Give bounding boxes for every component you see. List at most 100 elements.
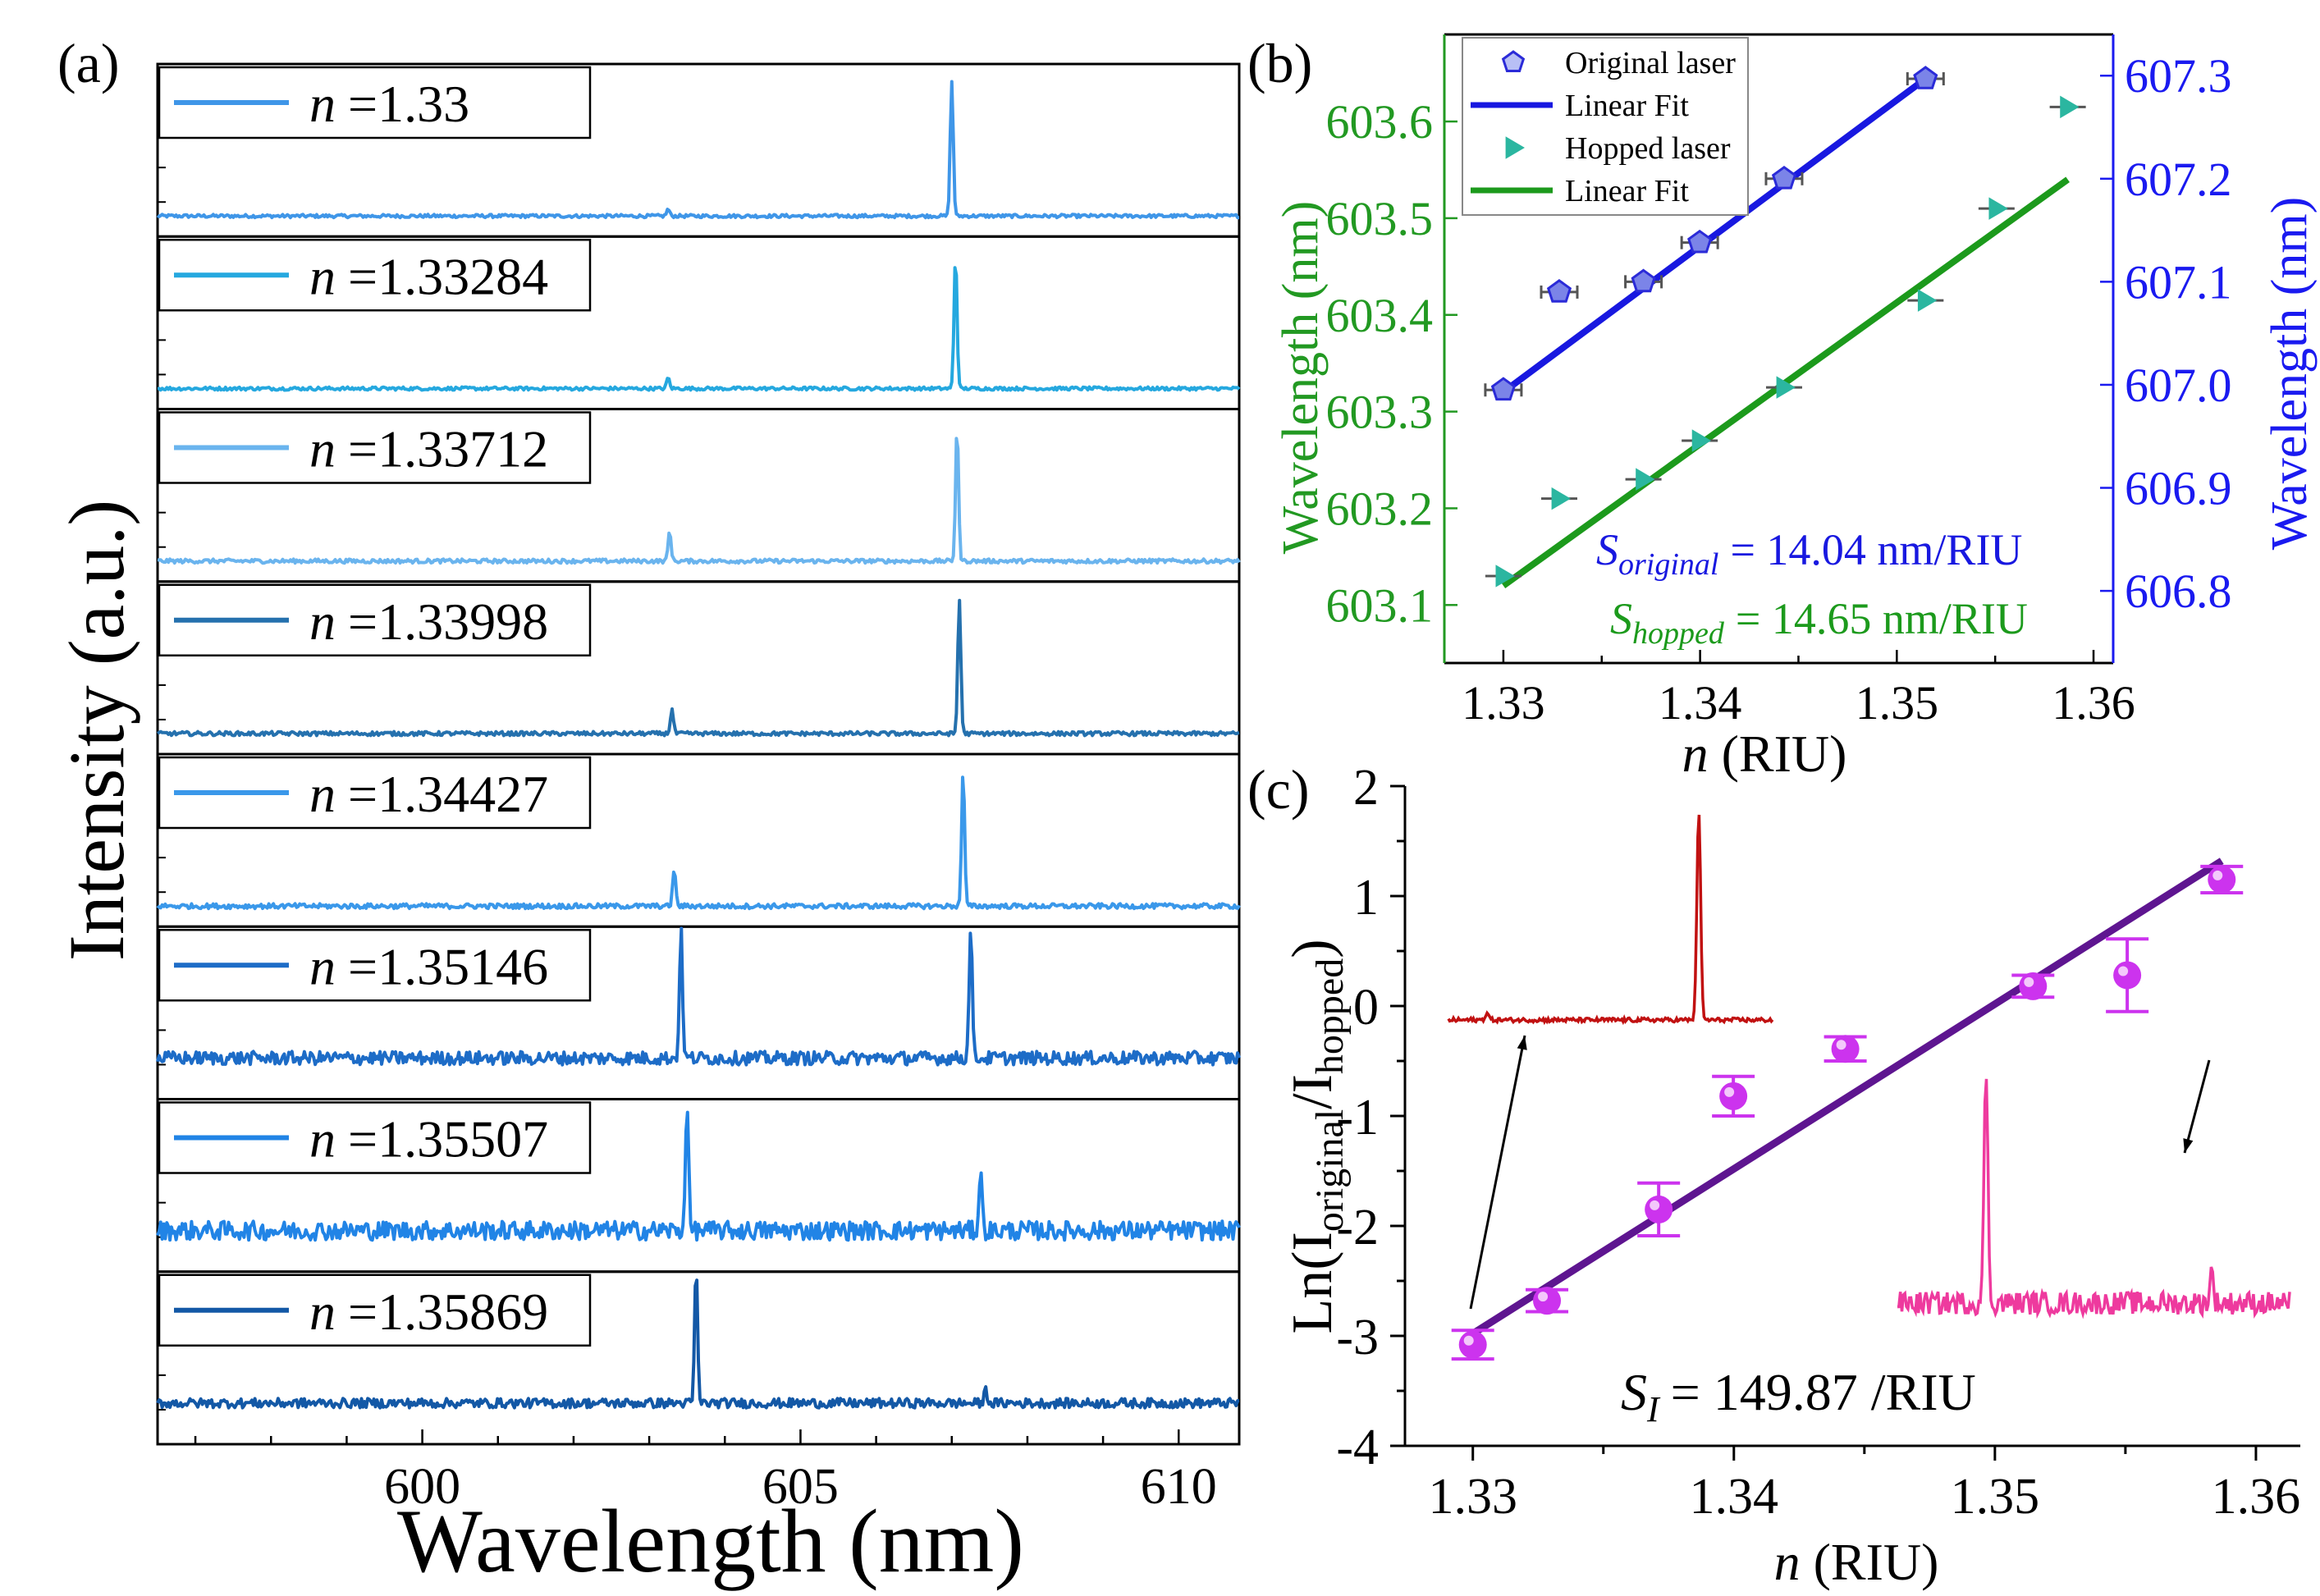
- y-right-tick-label: 607.2: [2125, 153, 2232, 206]
- x-tick-label: 600: [384, 1459, 460, 1515]
- y-tick-label: -3: [1336, 1310, 1379, 1365]
- legend-label: Hopped laser: [1565, 131, 1731, 166]
- legend-label: Linear Fit: [1565, 174, 1689, 208]
- legend-n-symbol: n: [309, 1283, 336, 1341]
- legend-n-symbol: n: [309, 75, 336, 133]
- panel-c-ylabel-mid: /I: [1281, 1074, 1344, 1109]
- inset-spectrum-original-dominant: [1447, 814, 1774, 1026]
- spectrum-panel: n =1.35146: [156, 925, 1241, 1100]
- spectrum-line: [157, 437, 1241, 565]
- y-tick-label: -2: [1336, 1200, 1379, 1255]
- y-right-tick-label: 606.8: [2125, 565, 2232, 618]
- data-point-highlight: [1724, 1086, 1735, 1097]
- legend-entry: n =1.35869: [158, 1274, 592, 1347]
- panel-b-ann-hop-sub: hopped: [1632, 616, 1725, 651]
- panel-b-ylabel-left: Wavelength (nm): [1273, 201, 1329, 555]
- panel-a: (a) Intensity (a.u.) Wavelength (nm) n =1…: [53, 32, 1241, 1591]
- spectrum-line: [156, 80, 1240, 220]
- legend-n-symbol: n: [309, 937, 336, 995]
- data-point: [1458, 1330, 1487, 1359]
- y-right-tick-label: 607.0: [2125, 359, 2232, 412]
- legend-value: =1.33712: [348, 420, 548, 478]
- fit-line-original: [1501, 75, 1928, 395]
- panel-c-ylabel-sub1: original: [1308, 1109, 1352, 1232]
- arrow-to-right-inset-head: [2183, 1138, 2194, 1153]
- spectrum-line: [156, 1278, 1240, 1410]
- y-left-tick-label: 603.5: [1326, 192, 1434, 245]
- panel-b-ann-orig-sym: S: [1596, 525, 1618, 574]
- data-point-highlight: [1836, 1040, 1846, 1050]
- panel-c-xlabel-n: n: [1774, 1533, 1801, 1591]
- x-tick-label: 1.35: [1951, 1469, 2040, 1525]
- legend-label: Linear Fit: [1565, 89, 1689, 123]
- panel-b-xlabel: n (RIU): [1682, 725, 1847, 783]
- panel-b-ann-orig-sub: original: [1618, 547, 1718, 582]
- panel-c-ylabel-main: Ln(I: [1281, 1232, 1344, 1333]
- y-left-tick-label: 603.3: [1326, 386, 1434, 439]
- data-point-highlight: [2024, 976, 2034, 987]
- legend-marker-hopped: [1505, 136, 1525, 159]
- data-point-highlight: [1463, 1335, 1474, 1346]
- data-point-highlight: [1650, 1200, 1660, 1210]
- arrow-to-left-inset: [1469, 1035, 1526, 1310]
- panel-b-xlabel-n: n: [1682, 725, 1709, 783]
- panel-a-ylabel: Intensity (a.u.): [53, 500, 140, 962]
- data-point: [1645, 1195, 1673, 1223]
- legend-value: =1.35146: [348, 937, 548, 995]
- x-tick-label: 1.35: [1856, 676, 1939, 729]
- panel-c-xlabel: n (RIU): [1774, 1533, 1939, 1591]
- legend-entry: n =1.35146: [158, 929, 592, 1002]
- data-point: [1831, 1035, 1860, 1063]
- data-point-highlight: [1538, 1292, 1549, 1302]
- legend-entry: n =1.33712: [158, 411, 592, 484]
- point-hopped: [1988, 197, 2008, 220]
- panel-b: (b) Wavelength (nm) Wavelength (nm) n (R…: [1247, 32, 2318, 783]
- legend-label: Original laser: [1565, 46, 1736, 80]
- legend-entry: n =1.33: [158, 66, 592, 139]
- y-left-tick-label: 603.4: [1326, 289, 1434, 342]
- panel-a-ticks: 600 605 610: [194, 1429, 1217, 1515]
- y-tick-label: 0: [1353, 980, 1379, 1036]
- legend-box: [158, 1274, 592, 1347]
- data-point-highlight: [2212, 870, 2223, 880]
- point-original: [1913, 66, 1938, 89]
- panel-b-annotation-hopped: Shopped = 14.65 nm/RIU: [1610, 594, 2028, 651]
- panel-b-xlabel-unit: (RIU): [1709, 725, 1847, 783]
- x-tick-label: 605: [762, 1459, 839, 1515]
- legend-entry: n =1.33998: [158, 583, 592, 656]
- panel-c-ann-val: = 149.87 /RIU: [1671, 1363, 1976, 1421]
- arrow-to-left-inset-head: [1517, 1036, 1527, 1050]
- panel-c-annotation: SI = 149.87 /RIU: [1621, 1363, 1976, 1429]
- point-original: [1687, 229, 1713, 254]
- inset-spectrum-hopped-dominant: [1897, 1078, 2291, 1319]
- panel-b-ann-hop-sym: S: [1610, 594, 1632, 643]
- legend-value: =1.34427: [348, 765, 548, 823]
- panel-c-ann-sub: I: [1646, 1389, 1661, 1429]
- data-point: [2208, 865, 2236, 894]
- spectrum-line: [156, 1110, 1241, 1242]
- legend-value: =1.33284: [348, 247, 548, 305]
- spectrum-panel: n =1.35507: [156, 1098, 1241, 1274]
- x-tick-label: 1.36: [2212, 1469, 2301, 1525]
- spectrum-panel: n =1.33998: [156, 580, 1241, 756]
- spectrum-panel: n =1.33712: [156, 408, 1241, 583]
- y-tick-label: 2: [1353, 760, 1379, 816]
- point-hopped: [1495, 565, 1515, 588]
- point-hopped: [1551, 487, 1571, 510]
- point-hopped: [2060, 95, 2080, 119]
- spectrum-line: [156, 598, 1240, 738]
- panel-b-legend: Original laser Linear Fit Hopped laser Line…: [1462, 37, 1749, 216]
- spectrum-line: [157, 266, 1241, 392]
- point-hopped: [1776, 376, 1796, 399]
- legend-box: [158, 239, 592, 312]
- panel-c-ylabel: Ln(Ioriginal/Ihopped): [1281, 939, 1352, 1333]
- y-tick-label: 1: [1353, 870, 1379, 926]
- point-hopped: [1636, 468, 1655, 491]
- point-hopped: [1917, 289, 1938, 312]
- legend-n-symbol: n: [309, 1110, 336, 1168]
- panel-b-label: (b): [1247, 32, 1312, 94]
- spectrum-panel: n =1.33284: [156, 235, 1241, 410]
- y-left-tick-label: 603.1: [1326, 578, 1434, 632]
- legend-n-symbol: n: [309, 420, 336, 478]
- data-point: [2113, 961, 2142, 990]
